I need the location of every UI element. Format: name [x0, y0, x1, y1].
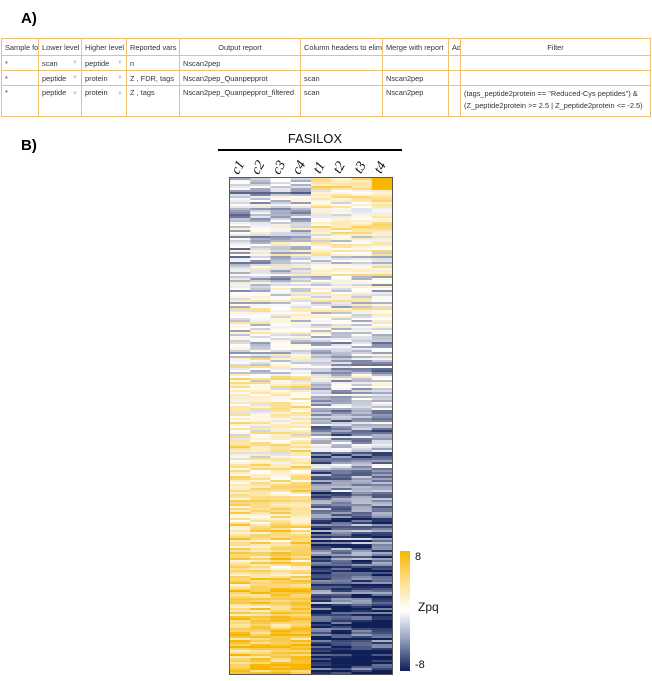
cell-value: peptide — [42, 88, 67, 97]
colorbar-max-label: 8 — [415, 551, 422, 563]
cell-lower-level[interactable]: scan ▼ — [38, 55, 82, 71]
cell-sample[interactable]: * — [1, 85, 39, 117]
col-header-sample[interactable]: Sample fo — [1, 38, 39, 56]
panel-b-label: B) — [21, 137, 37, 154]
colorbar-min-label: -8 — [415, 659, 425, 671]
panel-a-label: A) — [21, 10, 37, 27]
table-row: * peptide ▼ protein ▼ Z , tags Nscan2pep_Q… — [1, 85, 651, 117]
zpq-heatmap — [229, 177, 393, 675]
cell-value: protein — [85, 88, 108, 97]
cell-higher-level[interactable]: protein ▼ — [81, 85, 127, 117]
cell-ad[interactable] — [448, 85, 461, 117]
cell-value: scan — [42, 58, 58, 68]
cell-value: protein — [85, 73, 108, 83]
filter-line-2: (Z_peptide2protein >= 2.5 | Z_peptide2pr… — [464, 101, 643, 110]
cell-column-headers[interactable]: scan — [300, 85, 383, 117]
colorbar-title: Zpq — [418, 600, 439, 614]
cell-higher-level[interactable]: protein ▼ — [81, 70, 127, 86]
col-header-output-report[interactable]: Output report — [179, 38, 301, 56]
cell-output-report[interactable]: Nscan2pep_Quanpepprot_filtered — [179, 85, 301, 117]
report-config-grid: Sample fo Lower level Higher level Repor… — [1, 38, 651, 117]
chevron-down-icon[interactable]: ▼ — [117, 91, 123, 97]
chevron-down-icon[interactable]: ▼ — [117, 75, 123, 81]
col-header-ad[interactable]: Ad — [448, 38, 461, 56]
zpq-colorbar — [400, 551, 410, 671]
cell-filter[interactable] — [460, 55, 651, 71]
cell-reported-vars[interactable]: n — [126, 55, 180, 71]
cell-column-headers[interactable]: scan — [300, 70, 383, 86]
cell-reported-vars[interactable]: Z , tags — [126, 85, 180, 117]
cell-output-report[interactable]: Nscan2pep — [179, 55, 301, 71]
table-row: * scan ▼ peptide ▼ n Nscan2pep — [1, 55, 651, 71]
chevron-down-icon[interactable]: ▼ — [72, 60, 78, 66]
col-header-lower-level[interactable]: Lower level — [38, 38, 82, 56]
col-header-column-headers[interactable]: Column headers to elim — [300, 38, 383, 56]
cell-column-headers[interactable] — [300, 55, 383, 71]
cell-merge-with-report[interactable] — [382, 55, 449, 71]
col-header-merge-with-report[interactable]: Merge with report — [382, 38, 449, 56]
heatmap-cells — [230, 178, 392, 674]
cell-merge-with-report[interactable]: Nscan2pep — [382, 70, 449, 86]
cell-value: peptide — [85, 58, 110, 68]
cell-higher-level[interactable]: peptide ▼ — [81, 55, 127, 71]
group-bracket-line — [218, 149, 402, 151]
cell-output-report[interactable]: Nscan2pep_Quanpepprot — [179, 70, 301, 86]
cell-filter[interactable] — [460, 70, 651, 86]
chevron-down-icon[interactable]: ▼ — [72, 91, 78, 97]
cell-ad[interactable] — [448, 55, 461, 71]
grid-header-row: Sample fo Lower level Higher level Repor… — [1, 38, 651, 56]
cell-sample[interactable]: * — [1, 55, 39, 71]
cell-lower-level[interactable]: peptide ▼ — [38, 70, 82, 86]
cell-lower-level[interactable]: peptide ▼ — [38, 85, 82, 117]
cell-reported-vars[interactable]: Z , FDR, tags — [126, 70, 180, 86]
col-header-reported-vars[interactable]: Reported vars — [126, 38, 180, 56]
chevron-down-icon[interactable]: ▼ — [117, 60, 123, 66]
table-row: * peptide ▼ protein ▼ Z , FDR, tags Nscan2… — [1, 70, 651, 86]
chevron-down-icon[interactable]: ▼ — [72, 75, 78, 81]
col-header-higher-level[interactable]: Higher level — [81, 38, 127, 56]
cell-value: peptide — [42, 73, 67, 83]
col-header-filter[interactable]: Filter — [460, 38, 651, 56]
cell-sample[interactable]: * — [1, 70, 39, 86]
filter-line-1: (tags_peptide2protein == "Reduced-Cys pe… — [464, 89, 638, 98]
cell-filter[interactable]: (tags_peptide2protein == "Reduced-Cys pe… — [460, 85, 651, 117]
cell-merge-with-report[interactable]: Nscan2pep — [382, 85, 449, 117]
group-title: FASILOX — [287, 131, 343, 146]
cell-ad[interactable] — [448, 70, 461, 86]
